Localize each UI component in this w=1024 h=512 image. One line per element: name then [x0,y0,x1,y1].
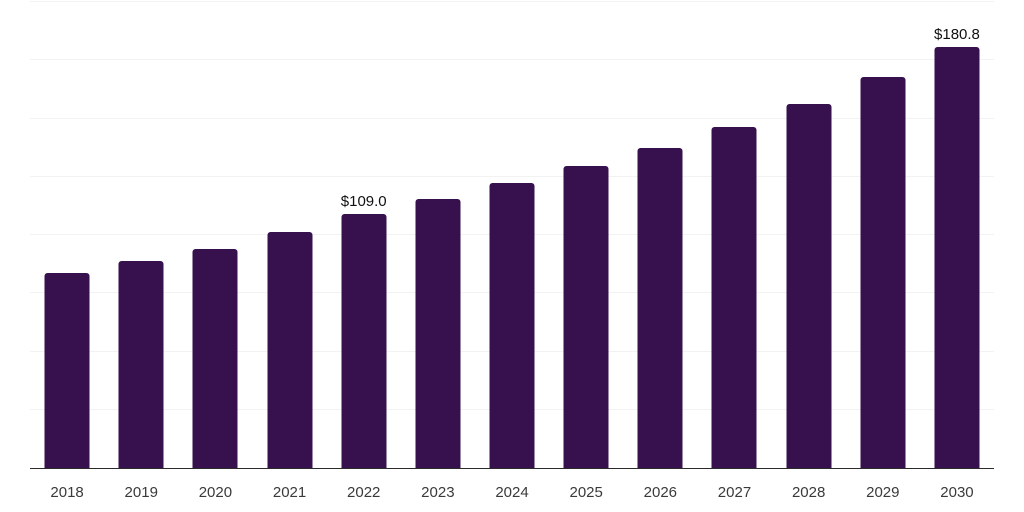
x-tick-2022: 2022 [347,484,381,501]
bar-group-2028 [772,2,846,468]
x-tick-2025: 2025 [569,484,603,501]
bar-2019 [118,261,164,468]
x-tick-2024: 2024 [495,484,529,501]
gridline-200 [30,1,994,2]
bar-2018 [44,272,90,468]
x-tick-2030: 2030 [940,484,974,501]
bar-2026 [637,147,683,468]
bar-2023 [415,198,461,468]
bar-2020 [192,249,238,468]
bars-container: $109.0 $180.8 [30,2,994,468]
bar-2028 [786,104,832,468]
x-tick-2023: 2023 [421,484,455,501]
x-tick-2028: 2028 [791,484,826,501]
bar-group-2029 [846,2,920,468]
bar-group-2020 [178,2,252,468]
bar-group-2030: $180.8 [920,2,994,468]
x-tick-2019: 2019 [124,484,158,501]
bar-group-2022: $109.0 [327,2,401,468]
x-axis-labels: 2018 2019 2020 2021 2022 2023 2024 2025 2026 2027… [30,484,994,502]
bar-2021 [267,231,313,468]
x-tick-2021: 2021 [272,484,307,501]
x-tick-2026: 2026 [643,484,678,501]
bar-group-2018 [30,2,104,468]
bar-2025 [563,165,609,468]
plot-area: $109.0 $180.8 [30,1,994,469]
gridline-125 [30,175,994,177]
gridline-175 [30,59,994,61]
value-label-2022: $109.0 [340,193,387,211]
bar-group-2023 [401,2,475,468]
bar-group-2021 [252,2,326,468]
x-tick-2027: 2027 [717,484,752,501]
gridline-150 [30,117,994,119]
bar-2022 [341,214,387,468]
x-tick-2029: 2029 [866,484,900,501]
bar-group-2027 [697,2,771,468]
bar-2029 [860,77,906,468]
bar-group-2025 [549,2,623,468]
x-tick-2020: 2020 [198,484,233,501]
bar-2024 [489,182,535,468]
value-label-2030: $180.8 [934,25,980,43]
bar-group-2024 [475,2,549,468]
x-tick-2018: 2018 [50,484,84,501]
bar-2030 [934,46,980,468]
bar-2027 [711,126,757,468]
bar-group-2019 [104,2,178,468]
bar-group-2026 [623,2,697,468]
